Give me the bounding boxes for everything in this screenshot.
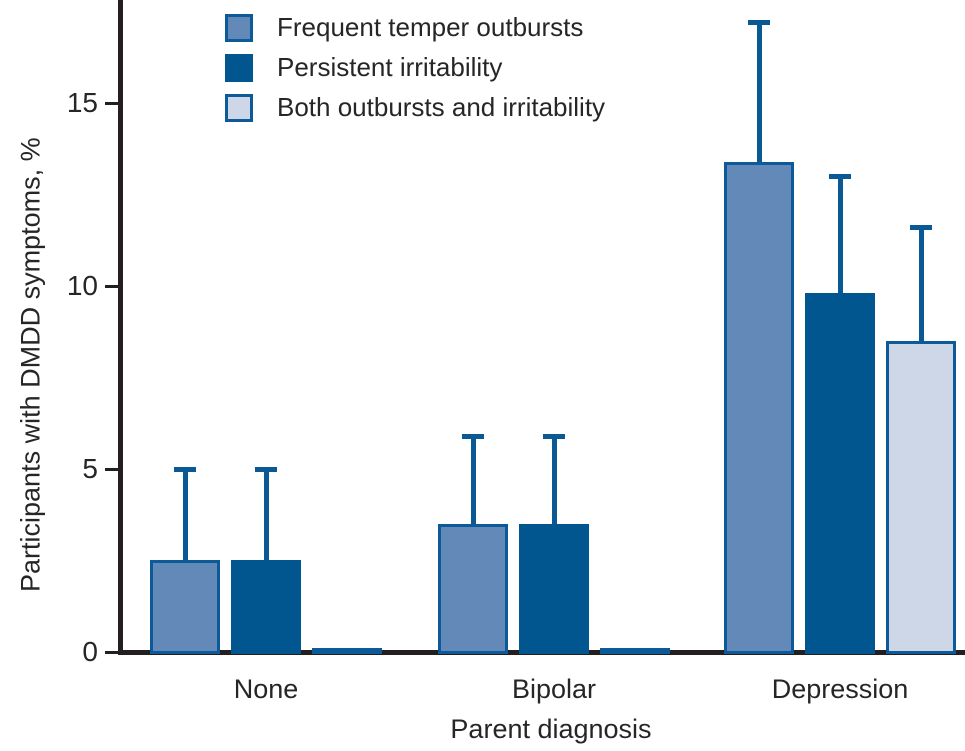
error-bar-cap [543,434,565,440]
bar-none-s2 [231,560,301,654]
error-bar-line [918,227,924,341]
legend: Frequent temper outbursts Persistent irri… [225,12,606,133]
bar-none-s3 [312,648,382,654]
y-tick-label: 10 [66,270,98,301]
error-bar-line [263,469,269,560]
y-tick-label: 5 [82,453,98,484]
legend-item-3: Both outbursts and irritability [225,92,606,122]
y-tick-mark [105,650,118,654]
y-tick-label: 15 [66,87,98,118]
x-category-label-depression: Depression [771,674,909,704]
error-bar-line [470,436,476,524]
legend-item-1: Frequent temper outbursts [225,12,605,42]
error-bar-line [756,22,762,162]
y-tick-label: 0 [82,636,98,667]
error-bar-line [551,436,557,524]
x-category-label-bipolar: Bipolar [511,674,597,704]
y-tick-mark [105,467,118,471]
legend-swatch-icon [225,53,253,82]
legend-label: Persistent irritability [277,52,503,82]
bar-bipolar-s1 [438,524,508,654]
error-bar-cap [255,467,277,472]
y-axis-line [118,0,123,655]
error-bar-line [837,176,843,293]
error-bar-line [182,469,188,560]
y-tick-mark [105,101,118,105]
error-bar-cap [748,20,770,26]
bar-none-s1 [150,560,220,654]
error-bar-cap [910,225,932,231]
error-bar-cap [462,434,484,440]
bar-depression-s2 [805,293,875,654]
bar-depression-s1 [724,162,794,654]
legend-label: Frequent temper outbursts [277,12,584,42]
bar-bipolar-s2 [519,524,589,654]
error-bar-cap [829,174,851,180]
legend-item-2: Persistent irritability [225,52,605,82]
legend-label: Both outbursts and irritability [277,92,606,122]
legend-swatch-icon [225,13,253,42]
bar-depression-s3 [886,341,956,654]
error-bar-cap [174,467,196,472]
x-category-label-none: None [233,674,299,704]
x-axis-title: Parent diagnosis [450,714,652,744]
y-tick-mark [105,284,118,288]
y-axis-label: Participants with DMDD symptoms, % [15,137,46,593]
legend-swatch-icon [225,93,253,122]
bar-bipolar-s3 [600,648,670,654]
